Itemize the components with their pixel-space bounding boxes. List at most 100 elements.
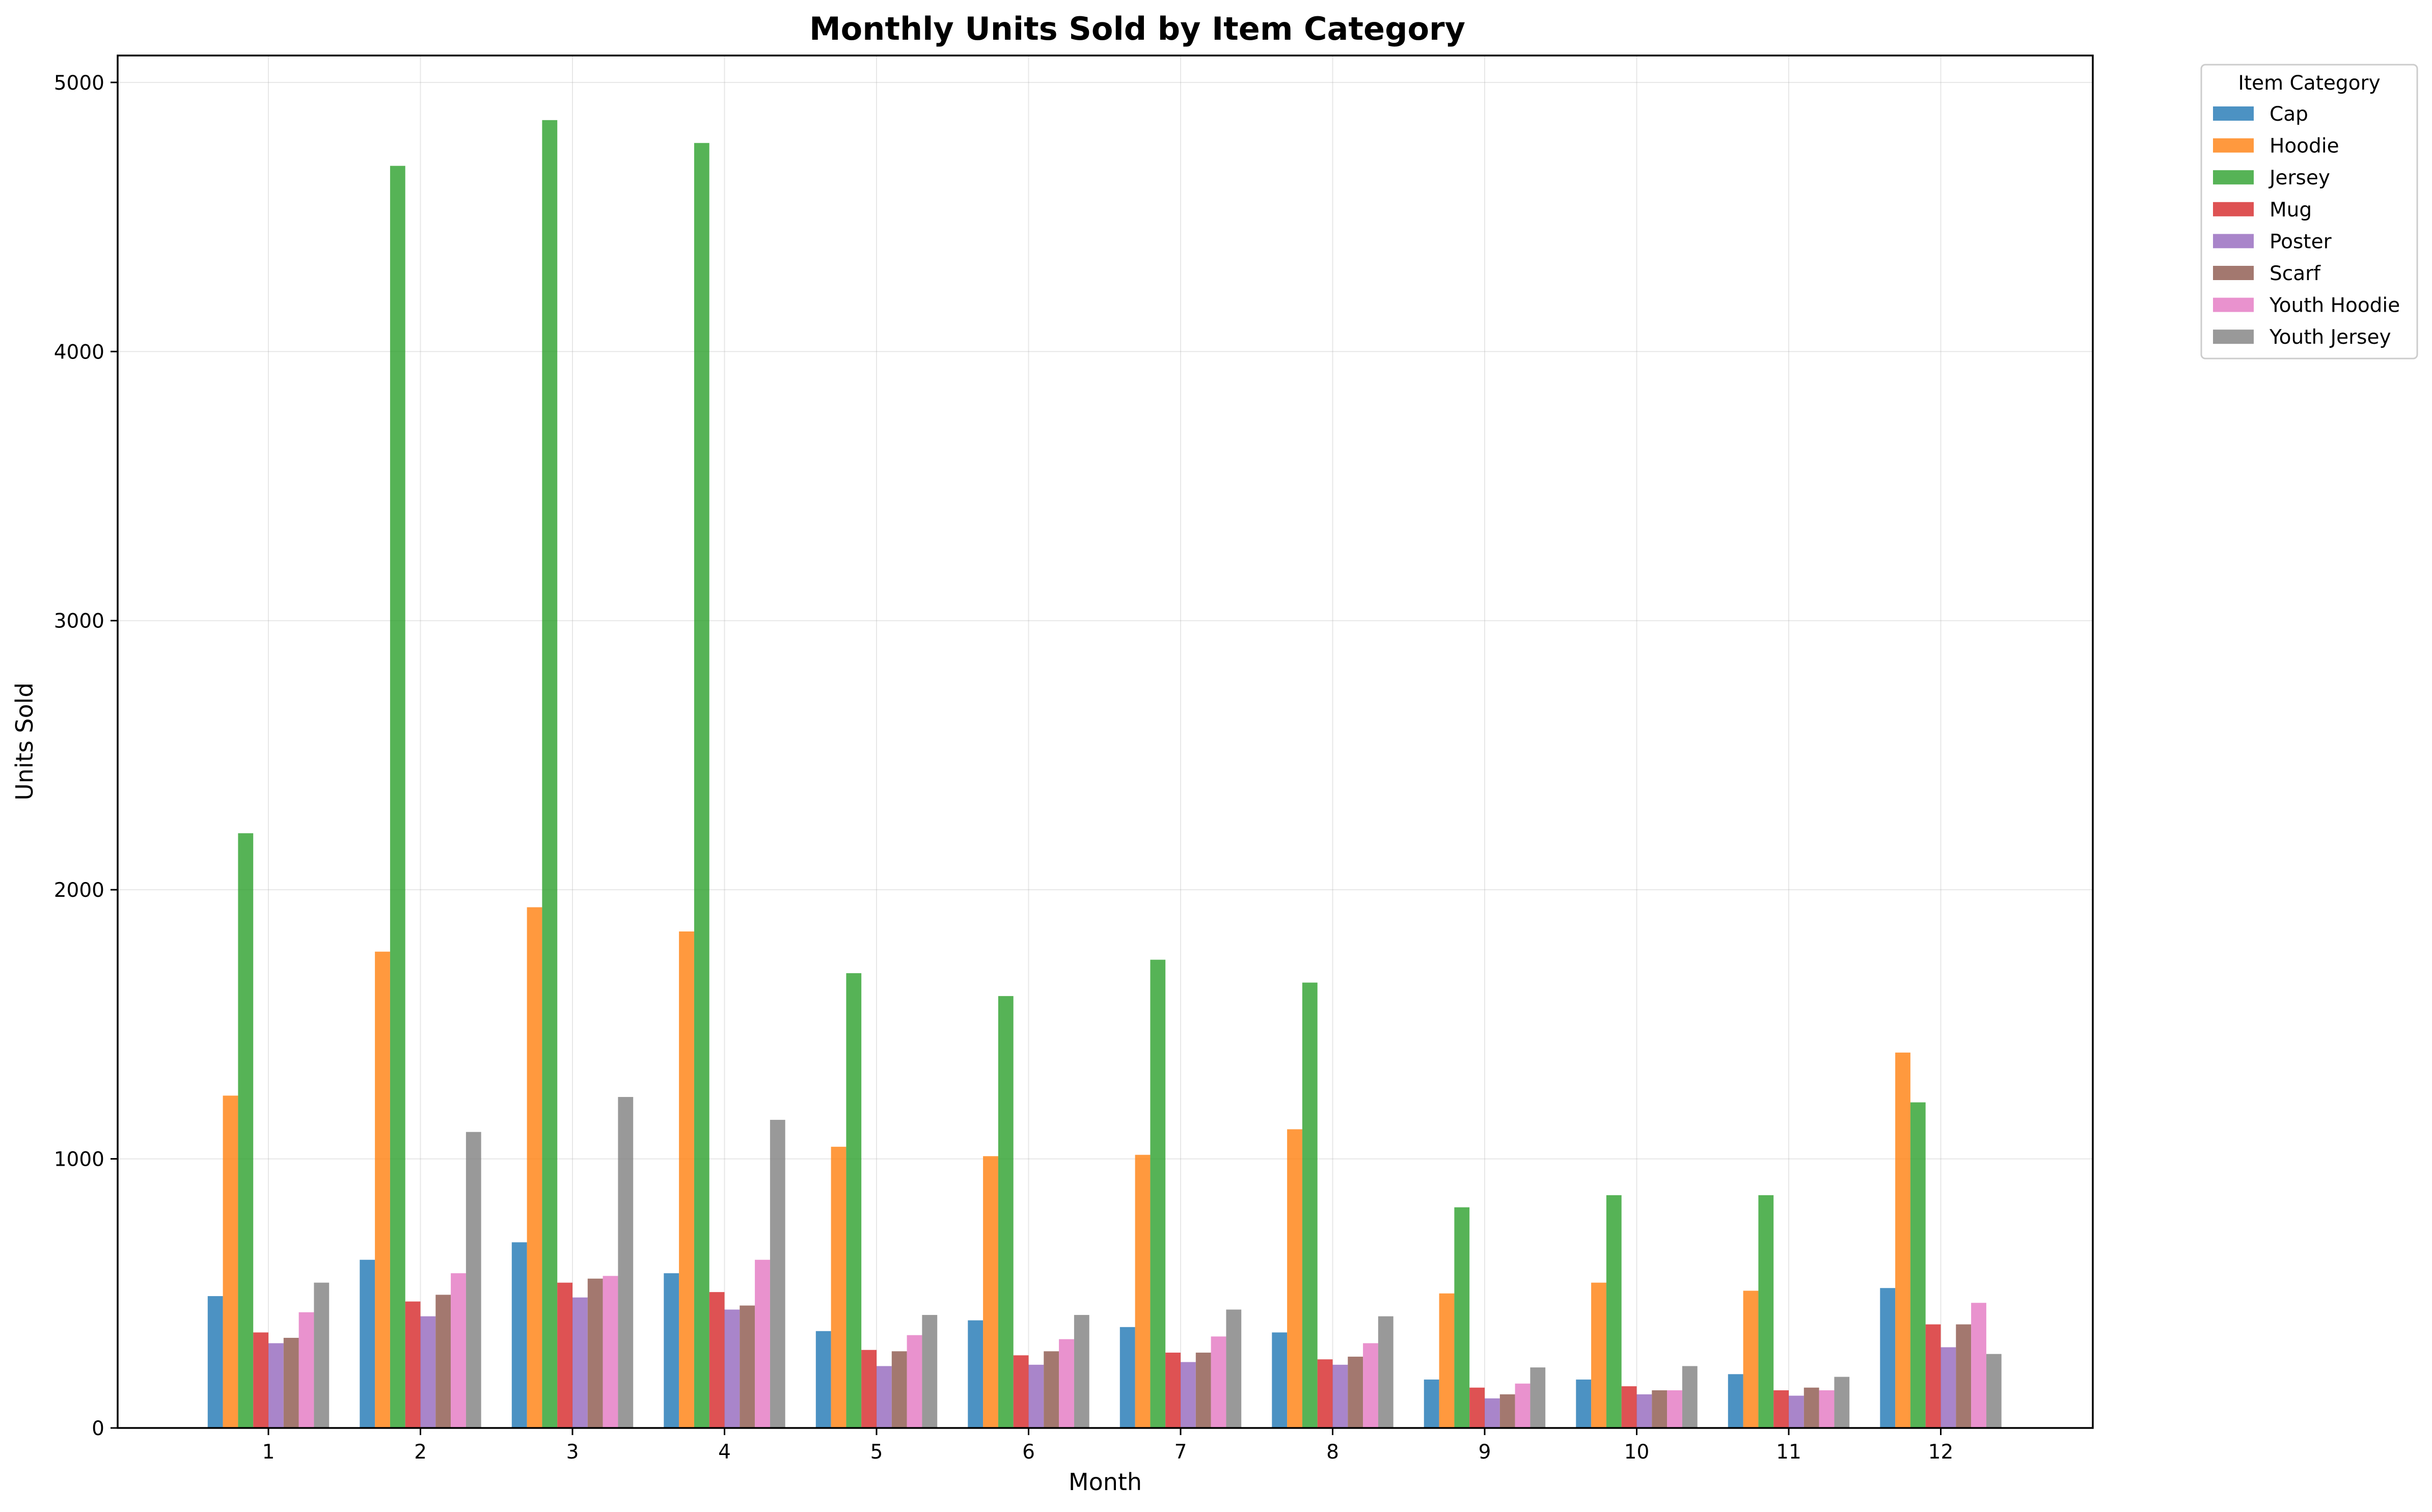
bar xyxy=(770,1119,785,1428)
legend-swatch xyxy=(2213,138,2254,153)
bar xyxy=(1834,1377,1850,1428)
series-mug xyxy=(253,1282,1941,1428)
bar xyxy=(283,1337,299,1428)
bar xyxy=(724,1309,740,1428)
bar xyxy=(664,1273,679,1428)
bar xyxy=(740,1305,755,1428)
bar xyxy=(451,1273,466,1428)
bar xyxy=(1880,1288,1896,1428)
series-jersey xyxy=(238,120,1926,1428)
bar xyxy=(1181,1362,1196,1428)
bar xyxy=(298,1312,314,1428)
x-tick-label: 1 xyxy=(262,1441,275,1464)
y-tick-label: 0 xyxy=(92,1417,104,1440)
legend-frame xyxy=(2200,64,2418,360)
bar xyxy=(390,166,405,1428)
bar xyxy=(1515,1383,1531,1428)
legend-swatch xyxy=(2213,297,2254,312)
legend-swatch xyxy=(2213,106,2254,121)
bar xyxy=(1302,982,1318,1428)
x-tick-label: 3 xyxy=(566,1441,579,1464)
bar xyxy=(1211,1336,1226,1428)
legend-title: Item Category xyxy=(2238,72,2380,95)
y-tick-label: 2000 xyxy=(54,879,104,902)
bar xyxy=(891,1351,907,1428)
bar xyxy=(1895,1052,1910,1428)
bar xyxy=(1941,1347,1956,1428)
bar xyxy=(1165,1353,1181,1428)
bar xyxy=(435,1295,451,1428)
bar xyxy=(1621,1386,1637,1428)
bar xyxy=(1773,1390,1789,1428)
bar xyxy=(360,1259,375,1428)
x-tick-label: 6 xyxy=(1022,1441,1035,1464)
bar xyxy=(1971,1303,1986,1428)
bar xyxy=(679,931,694,1428)
bar xyxy=(907,1335,922,1428)
bar xyxy=(755,1259,770,1428)
legend-label: Youth Hoodie xyxy=(2269,294,2400,317)
bar xyxy=(1150,959,1166,1428)
bar xyxy=(238,833,254,1428)
bar xyxy=(1743,1290,1759,1428)
bar xyxy=(1469,1387,1485,1428)
legend-swatch xyxy=(2213,329,2254,344)
chart-title: Monthly Units Sold by Item Category xyxy=(809,10,1465,47)
bar xyxy=(527,907,542,1428)
bar xyxy=(1819,1390,1835,1428)
legend-label: Mug xyxy=(2270,199,2312,222)
legend-swatch xyxy=(2213,170,2254,185)
bar xyxy=(1363,1343,1378,1428)
bar xyxy=(1789,1395,1804,1428)
legend-swatch xyxy=(2213,266,2254,280)
bar xyxy=(815,1331,831,1428)
bar xyxy=(1499,1394,1515,1428)
bar xyxy=(223,1095,238,1428)
bar xyxy=(968,1320,983,1428)
bar xyxy=(846,973,862,1428)
bar xyxy=(1956,1324,1972,1428)
y-tick-label: 1000 xyxy=(54,1148,104,1171)
legend-swatch xyxy=(2213,202,2254,216)
series-youth-hoodie xyxy=(298,1259,1986,1428)
bar xyxy=(542,120,558,1428)
bar xyxy=(572,1297,588,1428)
bar xyxy=(587,1278,603,1428)
bar xyxy=(314,1282,330,1428)
x-axis-label: Month xyxy=(1069,1468,1142,1496)
bar xyxy=(405,1301,421,1428)
x-tick-label: 4 xyxy=(718,1441,731,1464)
x-tick-label: 11 xyxy=(1776,1441,1801,1464)
bar xyxy=(1424,1379,1439,1428)
bar xyxy=(709,1292,725,1428)
bar xyxy=(207,1296,223,1428)
bar xyxy=(1925,1324,1941,1428)
legend-swatch xyxy=(2213,234,2254,249)
y-tick-label: 5000 xyxy=(54,72,104,95)
legend-label: Hoodie xyxy=(2270,135,2339,158)
bar xyxy=(1758,1195,1774,1428)
bar xyxy=(1059,1339,1074,1428)
bar xyxy=(603,1276,618,1428)
bar xyxy=(1728,1374,1743,1428)
y-axis-label: Units Sold xyxy=(11,682,38,801)
bar xyxy=(1013,1355,1029,1428)
legend-label: Youth Jersey xyxy=(2269,326,2391,349)
bar xyxy=(1317,1359,1333,1428)
bar xyxy=(1378,1316,1393,1428)
x-tick-label: 12 xyxy=(1928,1441,1954,1464)
bar xyxy=(983,1156,998,1428)
bar xyxy=(1591,1282,1606,1428)
bar xyxy=(1682,1366,1698,1428)
legend-entries: Cap Hoodie Jersey Mug Poster Scarf Youth Hoodi… xyxy=(2213,103,2400,349)
bar xyxy=(1803,1387,1819,1428)
series-cap xyxy=(207,1242,1896,1428)
bars xyxy=(207,120,2002,1428)
bar xyxy=(861,1350,877,1428)
bar xyxy=(1287,1129,1302,1428)
bar xyxy=(1530,1367,1546,1428)
bar xyxy=(1135,1154,1151,1428)
bar xyxy=(1074,1315,1089,1428)
series-hoodie xyxy=(223,907,1910,1428)
